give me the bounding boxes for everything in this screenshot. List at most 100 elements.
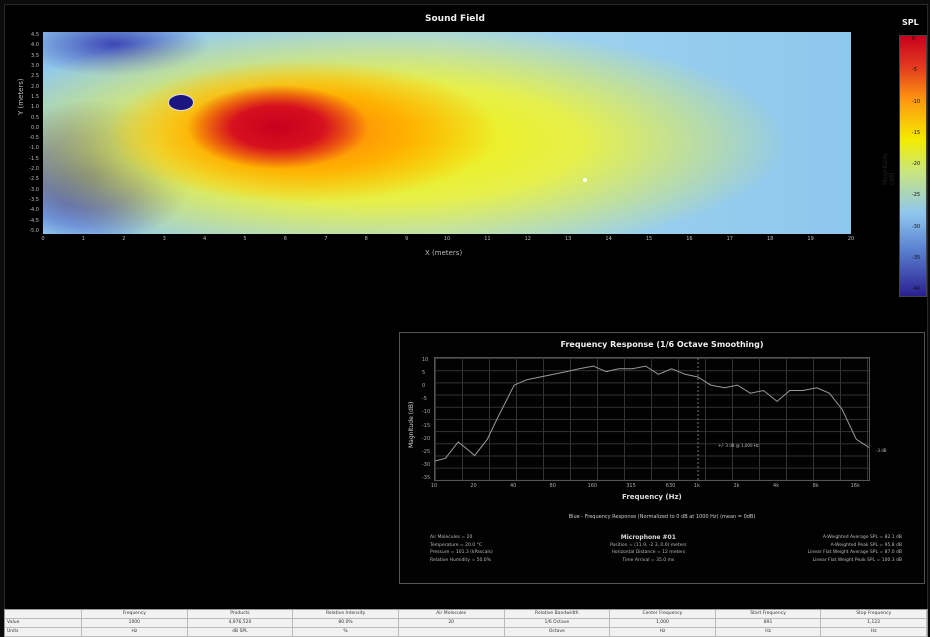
colorbar-tick-label: -15	[912, 129, 921, 136]
table-cell[interactable]: %	[293, 628, 399, 636]
colorbar-tick-label: -20	[912, 161, 921, 167]
fr-x-tick-label: 20	[470, 483, 477, 489]
fr-x-tick-label: 315	[626, 483, 636, 489]
y-tick-label: -4.5	[29, 217, 39, 224]
parameters-table: Frequency Products Relative Intensity Ai…	[4, 609, 928, 637]
x-tick-label: 14	[605, 236, 612, 242]
table-cell[interactable]: dB SPL	[188, 628, 294, 636]
sound-field-y-axis-label: Y (meters)	[17, 78, 25, 115]
y-tick-label: 4.0	[31, 42, 39, 49]
column-header[interactable]: Relative Bandwidth	[505, 610, 611, 618]
column-header[interactable]: Frequency	[82, 610, 188, 618]
y-tick-label: -2.5	[29, 176, 39, 183]
x-tick-label: 7	[324, 236, 328, 242]
fr-x-tick-label: 40	[509, 483, 517, 489]
speaker-source-marker[interactable]	[168, 94, 194, 111]
table-cell[interactable]: Octave	[505, 628, 611, 636]
y-tick-label: -2.0	[29, 166, 39, 173]
x-tick-label: 20	[847, 236, 855, 242]
colorbar-tick-label: -25	[912, 192, 921, 199]
column-header[interactable]: Products	[188, 610, 294, 618]
x-tick-label: 0	[41, 236, 45, 242]
table-cell[interactable]: 4,976,520	[188, 619, 294, 627]
table-cell[interactable]: Hz	[821, 628, 927, 636]
y-tick-label: 2.0	[31, 83, 39, 90]
column-header[interactable]: Center Frequency	[610, 610, 716, 618]
fr-y-tick-label: -10	[422, 409, 431, 416]
x-tick-label: 11	[484, 236, 491, 242]
x-tick-label: 15	[645, 236, 653, 242]
frequency-response-annotation: +/- 3 dB @ 1,000 Hz	[718, 443, 759, 448]
column-header[interactable]: Air Molecules	[399, 610, 505, 618]
table-cell[interactable]: 1,000	[610, 619, 716, 627]
frequency-response-plot[interactable]	[434, 357, 870, 481]
sound-field-plot[interactable]	[43, 32, 851, 234]
x-tick-label: 1	[81, 236, 85, 242]
table-cell[interactable]: 80.0%	[293, 619, 399, 627]
stat-line: Air Molecules = 20	[430, 535, 473, 540]
colorbar-tick-label: -40	[912, 286, 921, 292]
table-cell[interactable]: Hz	[716, 628, 822, 636]
stat-line: Linear Flat Weight Peak SPL = 100.3 dB	[812, 557, 902, 563]
colorbar-tick-label: -5	[912, 67, 917, 74]
colorbar-title: SPL	[902, 18, 919, 27]
table-header: Frequency Products Relative Intensity Ai…	[5, 610, 927, 619]
fr-x-tick-label: 10	[430, 483, 438, 489]
fr-y-tick-label: 0	[422, 383, 426, 390]
frequency-response-title: Frequency Response (1/6 Octave Smoothing…	[560, 340, 764, 349]
y-tick-label: 2.5	[31, 73, 39, 80]
microphone-title: Microphone #01	[620, 534, 676, 541]
sound-field-x-axis: 0 1 2 3 4 5 6 7 8 9 10 11 12 13 14 15 16 17 18 19 20	[41, 236, 855, 248]
frequency-response-y-axis-label: Magnitude (dB)	[408, 401, 415, 448]
stat-line: Position = (11.9, -2.3, 0.0) meters	[610, 542, 687, 548]
frequency-response-annotation-end: -3 dB	[876, 448, 887, 453]
fr-x-tick-label: 2k	[733, 483, 740, 489]
fr-x-tick-label: 80	[549, 483, 556, 489]
table-cell[interactable]: 1/6 Octave	[505, 619, 611, 627]
y-tick-label: -3.0	[29, 186, 39, 193]
y-tick-label: -3.5	[29, 197, 39, 204]
x-tick-label: 16	[686, 236, 693, 242]
fr-x-tick-label: 16k	[850, 483, 860, 489]
x-tick-label: 19	[807, 236, 814, 242]
microphone-stats: Microphone #01 Position = (11.9, -2.3, 0…	[610, 534, 687, 564]
column-header[interactable]: Stop Frequency	[821, 610, 927, 618]
table-cell[interactable]: 1,122	[821, 619, 927, 627]
stat-line: Linear Flat Weight Average SPL = 87.0 dB	[807, 550, 902, 555]
fr-x-tick-label: 8k	[812, 483, 819, 489]
colorbar-tick-label: -30	[912, 223, 921, 230]
fr-y-tick-label: -35	[422, 475, 431, 481]
frequency-response-note: Blue - Frequency Response (Normalized to…	[568, 514, 756, 520]
colorbar-tick-label: -10	[912, 98, 921, 105]
stat-line: A-Weighted Average SPL = 82.1 dB	[822, 535, 902, 540]
column-header[interactable]: Relative Intensity	[293, 610, 399, 618]
y-tick-label: 3.0	[31, 62, 39, 69]
frequency-response-panel: Frequency Response (1/6 Octave Smoothing…	[399, 332, 925, 584]
colorbar-tick-label: -35	[912, 254, 921, 261]
stat-line: Temperature = 20.0 °C	[430, 542, 482, 548]
colorbar: 0 -5 -10 -15 -20 -25 -30 -35 -40	[899, 35, 927, 297]
y-tick-label: -0.5	[29, 135, 39, 142]
environment-stats: Air Molecules = 20 Temperature = 20.0 °C…	[430, 534, 493, 564]
x-tick-label: 12	[524, 236, 531, 242]
table-cell[interactable]: 20	[399, 619, 505, 627]
column-header[interactable]: Start Frequency	[716, 610, 822, 618]
microphone-marker[interactable]	[583, 178, 587, 182]
frequency-response-chart	[435, 358, 869, 480]
table-cell[interactable]: Hz	[82, 628, 188, 636]
sound-field-title: Sound Field	[425, 14, 485, 24]
table-cell[interactable]	[399, 628, 505, 636]
x-tick-label: 4	[203, 236, 207, 242]
table-cell[interactable]: 891	[716, 619, 822, 627]
colorbar-tick-label: 0	[912, 36, 916, 42]
row-label: Units	[5, 628, 82, 636]
x-tick-label: 2	[122, 236, 126, 242]
table-cell[interactable]: Hz	[610, 628, 716, 636]
fr-y-tick-label: -20	[422, 435, 431, 442]
table-cell[interactable]: 1000	[82, 619, 188, 627]
fr-y-tick-label: 5	[422, 370, 426, 377]
stat-line: Time Arrival = 35.0 ms	[622, 557, 675, 563]
stat-line: Horizontal Distance = 12 meters	[611, 550, 686, 555]
fr-y-tick-label: -30	[422, 461, 431, 468]
y-tick-label: -1.0	[29, 145, 39, 152]
